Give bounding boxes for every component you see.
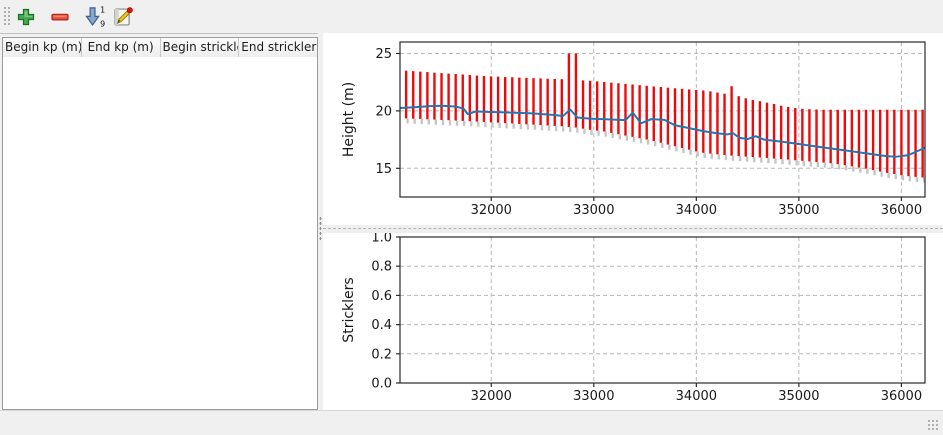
sort-numeric-button[interactable]: 1 9: [82, 4, 108, 30]
y-tick-label: 20: [375, 104, 392, 119]
splitter-dots-icon: [319, 216, 322, 242]
stricklers-chart: 32000 33000 34000 35000 36000 0.0 0.2 0.4 0.6 0.8…: [341, 233, 926, 404]
sort-arrow-down-icon: 1 9: [84, 6, 106, 28]
column-header-end-strickler[interactable]: End strickler: [241, 40, 317, 54]
y-tick-label: 15: [375, 162, 392, 177]
status-bar: [0, 410, 943, 435]
table-header-row: Begin kp (m) End kp (m) Begin strickle E…: [3, 38, 317, 58]
x-tick-label: 36000: [881, 389, 922, 404]
y-tick-label: 0.4: [371, 318, 392, 333]
y-tick-label: 0.2: [371, 347, 392, 362]
toolbar-drag-handle[interactable]: [3, 6, 10, 27]
y-tick-label: 1.0: [371, 233, 392, 246]
horizontal-splitter-handle[interactable]: [323, 225, 943, 233]
column-header-begin-kp[interactable]: Begin kp (m): [3, 38, 82, 57]
toolbar: 1 9: [0, 0, 943, 34]
x-tick-label: 35000: [778, 203, 819, 218]
strickler-table: Begin kp (m) End kp (m) Begin strickle E…: [2, 37, 318, 410]
x-tick-label: 36000: [881, 203, 922, 218]
charts-panel: 32000 33000 34000 35000 36000 15 20 25 Height (m…: [323, 33, 943, 410]
add-row-button[interactable]: [14, 4, 40, 30]
plus-icon: [16, 7, 38, 27]
y-axis-label: Height (m): [341, 82, 357, 157]
y-tick-label: 25: [375, 47, 392, 62]
water-level-line: [399, 104, 926, 158]
y-tick-label: 0.6: [371, 289, 392, 304]
x-tick-label: 33000: [573, 389, 614, 404]
column-header-end-kp[interactable]: End kp (m): [82, 38, 161, 57]
remove-row-button[interactable]: [48, 4, 74, 30]
x-tick-label: 34000: [676, 389, 717, 404]
resize-grip-icon[interactable]: [927, 419, 940, 432]
x-tick-label: 32000: [471, 389, 512, 404]
splitter-dashed-line: [323, 228, 943, 229]
edit-document-pencil-icon: [112, 6, 134, 28]
y-tick-label: 0.0: [371, 377, 392, 392]
edit-pencil-button[interactable]: [110, 4, 136, 30]
y-axis-label: Stricklers: [341, 277, 357, 342]
minus-icon: [50, 7, 72, 27]
height-chart: 32000 33000 34000 35000 36000 15 20 25 Height (m…: [341, 41, 926, 218]
svg-text:9: 9: [100, 19, 105, 28]
svg-text:1: 1: [100, 6, 105, 15]
x-tick-label: 35000: [778, 389, 819, 404]
vertical-splitter-handle[interactable]: [318, 33, 323, 410]
y-tick-label: 0.8: [371, 260, 392, 275]
table-body-empty: [3, 57, 317, 409]
x-tick-label: 33000: [573, 203, 614, 218]
x-tick-label: 34000: [676, 203, 717, 218]
x-tick-label: 32000: [471, 203, 512, 218]
column-header-begin-strickler[interactable]: Begin strickle: [161, 38, 240, 57]
